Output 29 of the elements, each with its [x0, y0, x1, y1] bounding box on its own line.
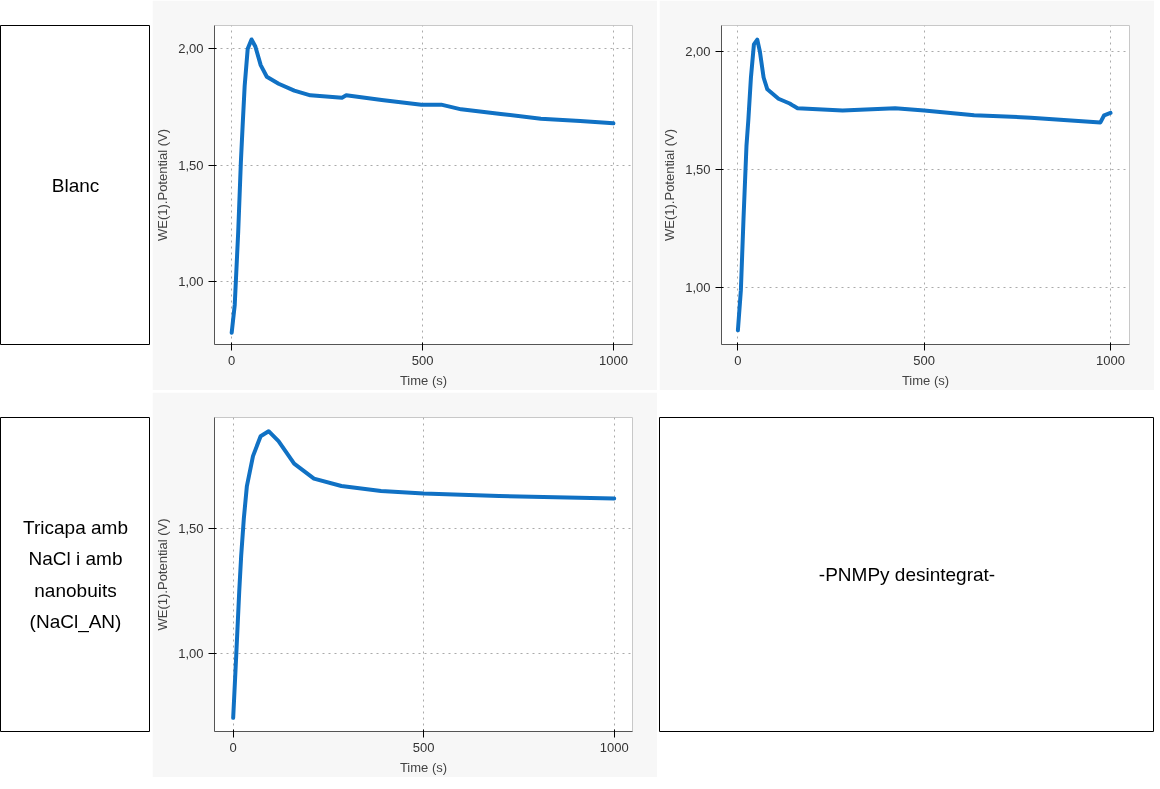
y-tick-label: 1,50	[685, 162, 711, 178]
text: Tricapa amb NaCl i amb nanobuits (NaCl_AN)	[23, 516, 128, 634]
line-series	[231, 429, 617, 720]
y-tick-label: 1,50	[178, 157, 204, 173]
y-axis-title: WE(1).Potential (V)	[662, 129, 678, 241]
x-axis-title: Time (s)	[399, 759, 448, 775]
x-tick-label: 0	[734, 352, 742, 368]
y-tick-label: 2,00	[178, 41, 204, 57]
line-series	[735, 37, 1113, 333]
line-series	[229, 37, 616, 335]
x-tick-label: 0	[229, 739, 237, 755]
y-tick-label: 1,00	[178, 645, 204, 661]
y-tick-label: 1,00	[685, 280, 711, 296]
y-axis-title: WE(1).Potential (V)	[155, 518, 171, 631]
y-tick-label: 1,00	[178, 274, 204, 290]
y-tick-label: 2,00	[685, 43, 711, 59]
x-axis-title: Time (s)	[399, 372, 448, 388]
y-tick-label: 1,50	[178, 520, 204, 536]
x-tick-label: 1000	[599, 739, 629, 755]
text: Blanc	[51, 174, 100, 196]
y-axis-title: WE(1).Potential (V)	[155, 129, 171, 241]
x-tick-label: 1000	[598, 352, 628, 368]
x-axis-title: Time (s)	[901, 372, 950, 388]
x-tick-label: 500	[913, 352, 936, 368]
x-tick-label: 0	[228, 352, 236, 368]
x-tick-label: 1000	[1096, 352, 1125, 368]
text: -PNMPy desintegrat-	[818, 564, 996, 585]
x-tick-label: 500	[411, 352, 434, 368]
x-tick-label: 500	[412, 739, 435, 755]
